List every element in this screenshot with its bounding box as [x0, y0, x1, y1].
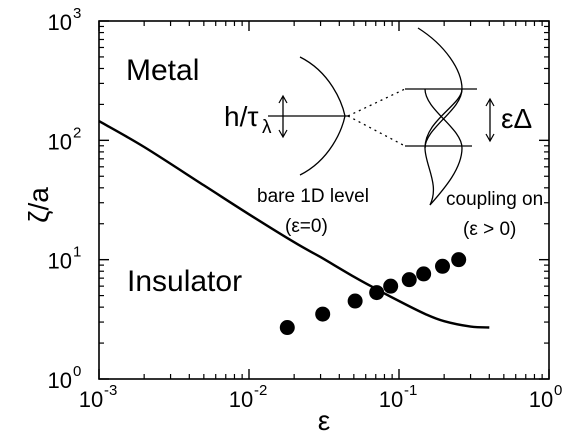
bare-arrow-head-down	[278, 129, 288, 139]
data-points	[279, 252, 467, 336]
bare-arrow-head-up	[278, 94, 288, 104]
data-point	[347, 293, 363, 309]
insulator-label: Insulator	[127, 265, 242, 298]
split-arrow-head-down	[485, 133, 495, 143]
coupling-label: coupling on	[446, 189, 543, 210]
y-tick-label: 10	[48, 368, 72, 393]
data-point	[279, 320, 295, 336]
y-tick-exponent: 3	[73, 5, 81, 22]
metal-label: Metal	[126, 54, 199, 87]
x-tick-exponent: 0	[554, 382, 562, 399]
x-tick-label: 10	[379, 387, 403, 412]
inset-schematic	[268, 27, 495, 206]
data-point	[383, 278, 399, 294]
y-tick-exponent: 2	[73, 124, 81, 141]
y-tick-label: 10	[48, 249, 72, 274]
data-point	[451, 252, 467, 268]
coupled-wavefunction-cross	[424, 88, 463, 206]
split-arrow-head-up	[485, 97, 495, 107]
plot-frame	[98, 20, 550, 380]
coupled-wavefunction-outer	[417, 27, 463, 206]
data-point	[401, 272, 417, 288]
x-tick-label: 10	[529, 387, 553, 412]
x-axis-title: ε	[318, 405, 330, 435]
h-over-tau-label: h/τ	[224, 101, 258, 132]
data-point	[315, 306, 331, 322]
axis-tick-labels: 10 -3 10 -2 10 -1 10 010 010 110 210 3	[48, 5, 563, 412]
axis-ticks	[98, 20, 550, 380]
epsilon-delta-label: εΔ	[501, 103, 532, 134]
y-tick-exponent: 1	[73, 244, 81, 261]
bare-level-label: bare 1D level	[257, 186, 369, 207]
x-tick-label: 10	[79, 387, 103, 412]
x-tick-exponent: -3	[104, 382, 117, 399]
coupling-sublabel: (ε > 0)	[463, 219, 516, 240]
y-tick-exponent: 0	[73, 363, 81, 380]
x-tick-exponent: -1	[404, 382, 417, 399]
x-tick-label: 10	[229, 387, 253, 412]
dotted-connector-lower	[347, 115, 406, 147]
boundary-curve	[98, 120, 490, 329]
y-tick-label: 10	[48, 129, 72, 154]
data-point	[435, 258, 451, 274]
x-tick-exponent: -2	[254, 382, 267, 399]
data-point	[369, 285, 385, 301]
dotted-connector-upper	[347, 88, 406, 117]
y-axis-title: ζ/a	[23, 187, 54, 223]
data-point	[416, 266, 432, 282]
coupled-wavefunction-inner	[424, 88, 463, 149]
bare-level-sublabel: (ε=0)	[285, 216, 328, 237]
lambda-subscript: λ	[262, 117, 272, 138]
y-tick-label: 10	[48, 10, 72, 35]
